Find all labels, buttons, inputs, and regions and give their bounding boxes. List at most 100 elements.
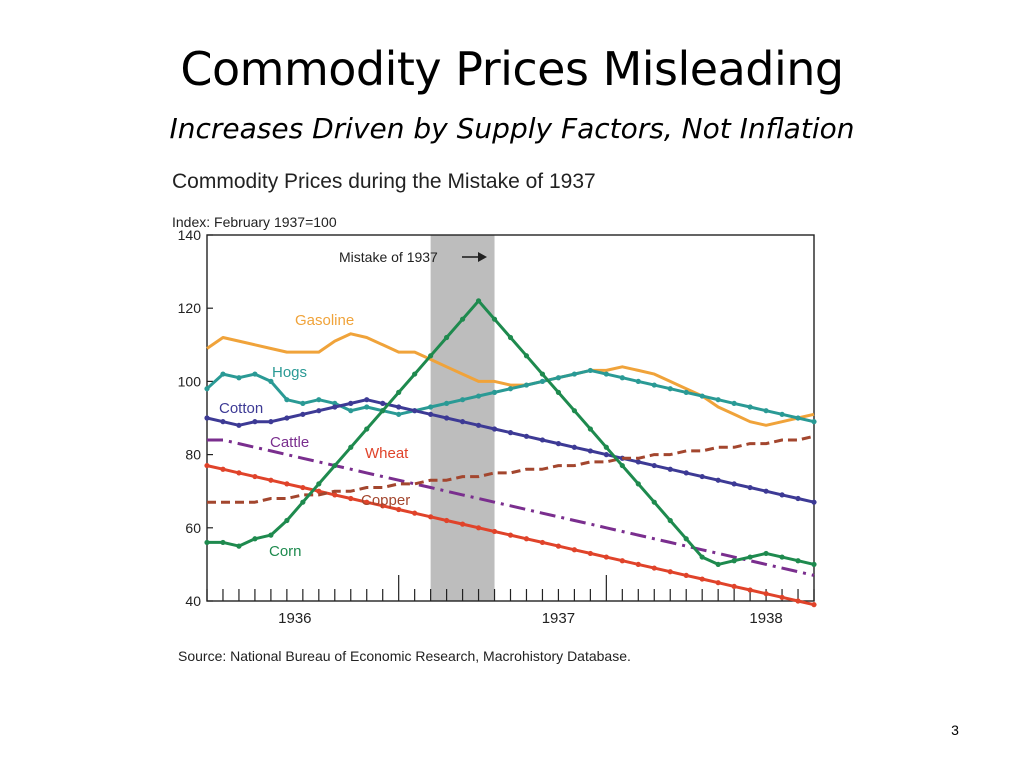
data-point-hogs: [683, 389, 689, 395]
data-point-wheat: [587, 550, 593, 557]
data-point-hogs: [699, 393, 705, 399]
data-point-corn: [539, 371, 546, 377]
data-point-wheat: [619, 558, 625, 564]
data-point-wheat: [523, 536, 530, 542]
data-point-cotton: [380, 400, 386, 406]
data-point-cotton: [459, 419, 466, 425]
data-point-wheat: [699, 576, 705, 582]
data-point-corn: [795, 558, 801, 564]
data-point-hogs: [396, 411, 402, 417]
x-tick-label: 1937: [542, 610, 575, 627]
data-point-cotton: [332, 404, 338, 410]
data-point-cotton: [220, 419, 226, 425]
data-point-corn: [300, 499, 306, 505]
data-point-cotton: [204, 415, 210, 421]
y-tick-label: 60: [185, 520, 201, 536]
data-point-wheat: [651, 565, 657, 571]
data-point-wheat: [444, 517, 450, 524]
data-point-hogs: [651, 382, 657, 388]
data-point-corn: [587, 426, 593, 432]
data-point-cotton: [667, 466, 673, 472]
x-tick-label: 1936: [278, 610, 311, 627]
data-point-cotton: [444, 415, 450, 421]
data-point-corn: [380, 408, 386, 414]
series-line-cattle: [207, 438, 815, 577]
data-point-corn: [747, 554, 753, 560]
data-point-corn: [475, 298, 482, 304]
data-point-cotton: [523, 433, 530, 439]
data-point-wheat: [300, 484, 306, 491]
data-point-hogs: [284, 397, 290, 403]
data-point-hogs: [635, 378, 641, 384]
data-point-cotton: [587, 448, 593, 454]
data-point-hogs: [747, 404, 753, 410]
data-point-corn: [284, 517, 290, 524]
data-point-cotton: [555, 441, 562, 447]
data-point-corn: [731, 558, 737, 564]
y-axis-label: Index: February 1937=100: [172, 214, 337, 230]
data-point-corn: [332, 462, 338, 469]
data-point-wheat: [348, 495, 354, 502]
data-point-corn: [523, 353, 530, 359]
data-point-corn: [491, 316, 498, 322]
data-point-corn: [220, 539, 226, 546]
data-point-cotton: [779, 492, 785, 498]
data-point-wheat: [252, 473, 258, 480]
data-point-cotton: [651, 462, 657, 469]
data-point-corn: [236, 543, 242, 549]
data-point-cotton: [475, 422, 482, 428]
data-point-corn: [348, 444, 354, 450]
data-point-corn: [364, 426, 370, 432]
data-point-corn: [444, 334, 450, 341]
data-point-hogs: [459, 397, 466, 403]
chart-title: Commodity Prices during the Mistake of 1…: [172, 170, 596, 193]
data-point-cotton: [571, 444, 577, 450]
data-point-hogs: [268, 378, 274, 384]
data-point-hogs: [603, 371, 609, 377]
data-point-cotton: [539, 437, 546, 443]
data-point-hogs: [220, 371, 226, 377]
data-point-corn: [635, 481, 641, 487]
data-point-wheat: [811, 602, 817, 608]
data-point-wheat: [555, 543, 562, 549]
data-point-corn: [683, 536, 689, 542]
data-point-cotton: [268, 419, 274, 425]
page-title: Commodity Prices Misleading: [180, 42, 844, 96]
data-point-hogs: [779, 411, 785, 417]
data-point-cotton: [491, 426, 498, 432]
data-point-hogs: [731, 400, 737, 406]
data-point-wheat: [715, 580, 721, 586]
data-point-hogs: [428, 404, 434, 410]
data-point-wheat: [412, 510, 418, 516]
y-tick-label: 100: [178, 373, 202, 389]
data-point-hogs: [523, 382, 530, 388]
series-label-hogs: Hogs: [272, 364, 307, 381]
data-point-cotton: [316, 408, 322, 414]
data-point-corn: [715, 561, 721, 568]
data-point-hogs: [252, 371, 258, 377]
series-label-cotton: Cotton: [219, 400, 263, 417]
data-point-cotton: [412, 408, 418, 414]
series-label-corn: Corn: [269, 543, 302, 560]
data-point-corn: [396, 389, 402, 395]
data-point-wheat: [795, 598, 801, 604]
data-point-wheat: [747, 587, 753, 593]
data-point-hogs: [619, 375, 625, 381]
data-point-corn: [651, 499, 657, 505]
series-line-gasoline: [206, 332, 815, 427]
data-point-wheat: [763, 591, 769, 597]
data-point-wheat: [428, 514, 434, 520]
source-note: Source: National Bureau of Economic Rese…: [178, 648, 631, 664]
data-point-wheat: [316, 488, 322, 494]
data-point-wheat: [220, 466, 226, 472]
series-label-copper: Copper: [361, 492, 410, 509]
data-point-hogs: [316, 397, 322, 403]
data-point-hogs: [667, 386, 673, 392]
data-point-wheat: [396, 506, 402, 513]
data-point-hogs: [332, 400, 338, 406]
y-tick-label: 40: [185, 593, 201, 609]
data-point-hogs: [444, 400, 450, 406]
data-point-wheat: [284, 481, 290, 487]
data-point-corn: [252, 536, 258, 542]
